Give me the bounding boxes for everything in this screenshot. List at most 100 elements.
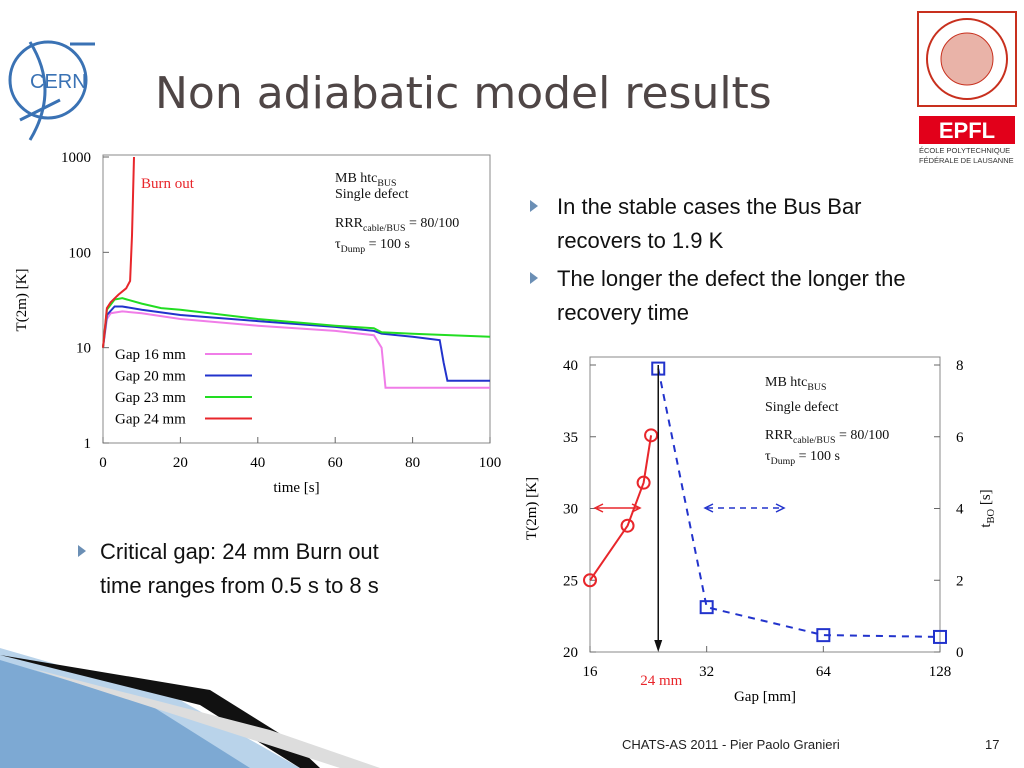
epfl-logo: EPFL ÉCOLE POLYTECHNIQUE FÉDÉRALE DE LAU… xyxy=(919,116,1015,165)
marker-label: 24 mm xyxy=(640,673,682,689)
annotation-sub: Dump xyxy=(341,244,366,255)
slide-title: Non adiabatic model results xyxy=(155,68,772,119)
annotation-text: MB htc xyxy=(765,375,807,390)
point xyxy=(816,628,831,643)
y-tick-label: 20 xyxy=(563,645,578,661)
y-axis-label: T(2m) [K] xyxy=(14,269,30,332)
point xyxy=(620,518,635,533)
bullet-text: The longer the defect the longer the xyxy=(557,266,906,291)
annotation-text: = 100 s xyxy=(795,449,840,464)
annotation-text: Single defect xyxy=(765,400,839,415)
annotation-text: MB htc xyxy=(335,171,377,186)
bullet-marker xyxy=(530,200,538,212)
annotation: RRRcable/BUS = 80/100 xyxy=(765,428,889,446)
series-line xyxy=(589,435,653,581)
annotation-text: = 80/100 xyxy=(405,216,459,231)
annotation: Single defect xyxy=(765,400,839,415)
annotation-text: = 80/100 xyxy=(835,428,889,443)
annotation-sub: Dump xyxy=(771,456,796,467)
y-tick-label: 1000 xyxy=(61,150,91,166)
annotation-text: [s] xyxy=(978,489,994,509)
x-tick-label: 64 xyxy=(816,664,832,680)
chart: 16 32 64 128 20 25 30 35 40 0 2 4 6 8 Gap [mm] T(2m) [K… xyxy=(524,356,964,705)
epfl-line: FÉDÉRALE DE LAUSANNE xyxy=(919,156,1014,165)
x-tick-label: 128 xyxy=(929,664,952,680)
series-line xyxy=(657,368,941,638)
series-line xyxy=(102,156,135,348)
point xyxy=(636,475,651,490)
y-tick-label: 35 xyxy=(563,430,578,446)
series-line xyxy=(102,310,490,389)
y-axis-label: T(2m) [K] xyxy=(524,477,540,540)
bullet-text: recovers to 1.9 K xyxy=(557,228,724,253)
annotation-text: τ xyxy=(335,237,341,252)
bullet-text: recovery time xyxy=(557,300,689,325)
page-number: 17 xyxy=(985,737,999,752)
annotation: τDump = 100 s xyxy=(765,449,840,467)
y-tick-label: 40 xyxy=(563,358,578,374)
y2-tick-label: 0 xyxy=(956,645,964,661)
arrow-head xyxy=(703,503,786,513)
x-axis-label: Gap [mm] xyxy=(734,689,796,705)
point xyxy=(699,600,714,615)
point xyxy=(644,428,659,443)
legend-label: Gap 23 mm xyxy=(115,390,186,406)
annotation-sub: BO xyxy=(986,508,997,523)
annotation-text: t xyxy=(978,523,994,528)
arrow-head xyxy=(593,503,642,513)
footer-text: CHATS-AS 2011 - Pier Paolo Granieri xyxy=(622,737,840,752)
label: Burn out xyxy=(141,176,195,192)
epfl-text: EPFL xyxy=(939,118,995,143)
y-tick-label: 10 xyxy=(76,341,91,357)
y-tick-label: 1 xyxy=(84,436,92,452)
y2-tick-label: 2 xyxy=(956,573,964,589)
x-axis-label: time [s] xyxy=(273,480,319,496)
cern-logo: CERN xyxy=(8,40,95,141)
annotation-sub: cable/BUS xyxy=(793,435,835,446)
x-tick-label: 0 xyxy=(99,455,107,471)
x-tick-label: 100 xyxy=(479,455,502,471)
annotation: MB htcBUS xyxy=(335,171,396,189)
x-tick-label: 16 xyxy=(583,664,599,680)
y-tick-label: 25 xyxy=(563,573,578,589)
x-tick-label: 32 xyxy=(699,664,714,680)
bullet-marker xyxy=(530,272,538,284)
point xyxy=(933,629,947,644)
x-tick-label: 20 xyxy=(173,455,188,471)
chart: 0 20 40 60 80 100 1 10 100 1000 time [s] T(2m) [K] B… xyxy=(14,150,501,496)
annotation-text: τ xyxy=(765,449,771,464)
annotation: tBO [s] xyxy=(978,489,997,527)
bullet-text: time ranges from 0.5 s to 8 s xyxy=(100,573,379,598)
x-tick-label: 80 xyxy=(405,455,420,471)
annotation-text: Single defect xyxy=(335,187,409,202)
legend-label: Gap 24 mm xyxy=(115,412,186,428)
bullet-marker xyxy=(78,545,86,557)
annotation: Single defect xyxy=(335,187,409,202)
annotation-text: = 100 s xyxy=(365,237,410,252)
y-tick-label: 100 xyxy=(69,245,92,261)
bullet-text: In the stable cases the Bus Bar xyxy=(557,194,862,219)
legend-label: Gap 20 mm xyxy=(115,369,186,385)
annotation-sub: BUS xyxy=(377,178,396,189)
seal-logo xyxy=(917,11,1017,107)
y-tick-label: 30 xyxy=(563,502,578,518)
plot-frame xyxy=(589,356,941,653)
annotation: MB htcBUS xyxy=(765,375,826,393)
annotation-text: RRR xyxy=(765,428,794,443)
bullet-text: Critical gap: 24 mm Burn out xyxy=(100,539,379,564)
cern-text: CERN xyxy=(30,71,87,93)
series-line xyxy=(102,297,491,348)
annotation: RRRcable/BUS = 80/100 xyxy=(335,216,459,234)
y2-tick-label: 8 xyxy=(956,358,964,374)
y2-tick-label: 6 xyxy=(956,430,964,446)
plot-frame xyxy=(102,154,491,444)
annotation-sub: cable/BUS xyxy=(363,223,405,234)
y2-tick-label: 4 xyxy=(956,502,964,518)
x-tick-label: 60 xyxy=(328,455,343,471)
arrow-head xyxy=(654,640,663,652)
epfl-line: ÉCOLE POLYTECHNIQUE xyxy=(919,146,1010,155)
series-line xyxy=(102,305,490,382)
decoration xyxy=(0,648,380,768)
point xyxy=(583,573,597,588)
